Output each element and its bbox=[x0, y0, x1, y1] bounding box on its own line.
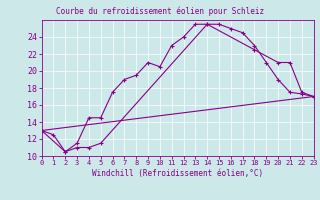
X-axis label: Windchill (Refroidissement éolien,°C): Windchill (Refroidissement éolien,°C) bbox=[92, 169, 263, 178]
Text: Courbe du refroidissement éolien pour Schleiz: Courbe du refroidissement éolien pour Sc… bbox=[56, 6, 264, 16]
